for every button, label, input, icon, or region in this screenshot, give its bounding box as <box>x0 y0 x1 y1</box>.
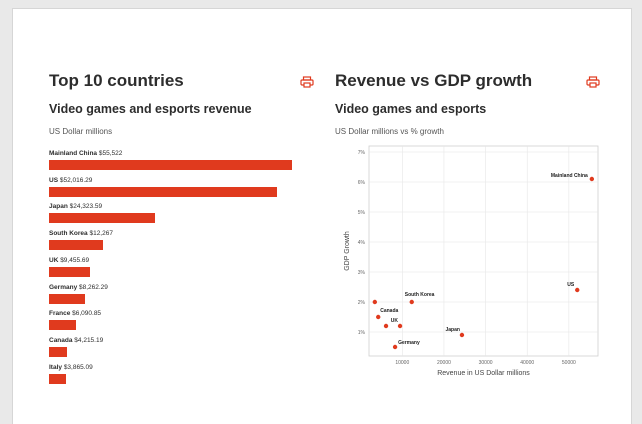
bar-label: UK $9,455.69 <box>49 257 90 265</box>
x-axis-title: Revenue in US Dollar millions <box>437 370 530 377</box>
left-panel-subtitle: Video games and esports revenue <box>49 102 252 116</box>
bar-category: Canada <box>49 336 73 344</box>
bar-value-label: $6,090.85 <box>70 310 102 318</box>
right-panel-subtitle: Video games and esports <box>335 102 487 116</box>
bar-category: UK <box>49 256 59 264</box>
revenue-vs-gdp-scatter-chart: 1% 2% 3% 4% 5% 6% 7% 10000 20000 30000 40000 50000 R… <box>344 145 599 377</box>
left-print-button[interactable] <box>300 75 314 88</box>
y-tick-label: 4% <box>358 240 366 246</box>
y-tick-label: 6% <box>358 180 366 186</box>
bar-label: Germany $8,262.29 <box>49 284 108 292</box>
scatter-point[interactable] <box>397 323 403 329</box>
plot-area <box>368 145 599 357</box>
printer-icon <box>586 76 600 88</box>
bar-row: France $6,090.85 <box>49 310 101 331</box>
y-tick-label: 2% <box>358 300 366 306</box>
point-label: UK <box>391 318 399 324</box>
bar <box>49 186 277 197</box>
bar <box>49 266 91 277</box>
bar-row: Canada $4,215.19 <box>49 337 103 357</box>
bar-value-label: $52,016.29 <box>58 176 93 184</box>
scatter-point[interactable] <box>392 344 398 350</box>
bar <box>49 240 103 251</box>
scatter-point[interactable] <box>409 299 414 305</box>
bar-value-label: $55,522 <box>97 150 123 157</box>
point-label: Canada <box>380 308 398 314</box>
bar-row: Mainland China $55,522 <box>49 150 292 170</box>
bar <box>49 373 66 384</box>
x-tick-label: 50000 <box>562 360 576 366</box>
bar-value-label: $8,262.29 <box>77 283 108 291</box>
bar <box>49 320 76 331</box>
bar <box>49 160 292 170</box>
point-label: South Korea <box>405 292 435 298</box>
bar-row: Italy $3,865.09 <box>49 364 93 384</box>
scatter-point[interactable] <box>372 299 378 305</box>
bar-label: Japan $24,323.59 <box>49 203 155 211</box>
bar <box>49 213 156 224</box>
y-axis-title: GDP Growth <box>344 231 351 271</box>
bar-category: US <box>49 176 59 184</box>
bar-label: France $6,090.85 <box>49 310 101 318</box>
scatter-point[interactable] <box>459 332 465 338</box>
bar-category: South Korea <box>49 230 88 238</box>
bar-row: Germany $8,262.29 <box>49 284 108 304</box>
y-tick-label: 5% <box>358 210 366 216</box>
bar <box>49 293 86 304</box>
x-tick-label: 30000 <box>479 360 493 366</box>
y-tick-label: 7% <box>358 150 366 156</box>
printer-icon <box>300 76 314 88</box>
point-label: Mainland China <box>551 173 588 179</box>
y-tick-label: 3% <box>358 270 366 276</box>
bar-row: South Korea $12,267 <box>49 230 113 251</box>
bar-category: Japan <box>49 203 68 211</box>
x-tick-label: 10000 <box>395 360 409 366</box>
scatter-point[interactable] <box>383 323 389 329</box>
scatter-point[interactable] <box>589 176 595 182</box>
left-panel-unit: US Dollar millions <box>49 127 113 136</box>
bar-label: South Korea $12,267 <box>49 230 113 238</box>
bar-value-label: $24,323.59 <box>67 203 103 211</box>
bar-category: Italy <box>49 363 63 371</box>
bar-value-label: $12,267 <box>87 230 113 238</box>
bar-value-label: $9,455.69 <box>58 256 90 264</box>
right-panel-unit: US Dollar millions vs % growth <box>335 127 444 136</box>
bar-value-label: $4,215.19 <box>72 336 104 344</box>
bar-category: France <box>49 310 71 318</box>
bar-value-label: $3,865.09 <box>62 363 93 371</box>
point-label: Japan <box>445 327 459 333</box>
bar-label: Mainland China $55,522 <box>49 150 292 158</box>
bar-category: Germany <box>49 283 78 291</box>
point-label: US <box>567 282 575 288</box>
scatter-point[interactable] <box>575 287 580 293</box>
bar-category: Mainland China <box>49 150 98 157</box>
y-tick-label: 1% <box>358 330 366 336</box>
bar-label: Canada $4,215.19 <box>49 337 103 345</box>
x-tick-label: 20000 <box>437 360 451 366</box>
x-tick-label: 40000 <box>520 360 534 366</box>
scatter-point[interactable] <box>376 314 381 320</box>
point-label: Germany <box>398 340 420 346</box>
bar-row: US $52,016.29 <box>49 177 277 197</box>
left-panel-title: Top 10 countries <box>49 71 184 90</box>
bar-label: Italy $3,865.09 <box>49 364 93 372</box>
bar <box>49 346 68 357</box>
bar-row: Japan $24,323.59 <box>49 203 156 224</box>
right-print-button[interactable] <box>586 75 600 88</box>
bar-label: US $52,016.29 <box>49 177 277 185</box>
right-panel-title: Revenue vs GDP growth <box>335 71 533 90</box>
bar-row: UK $9,455.69 <box>49 257 91 277</box>
